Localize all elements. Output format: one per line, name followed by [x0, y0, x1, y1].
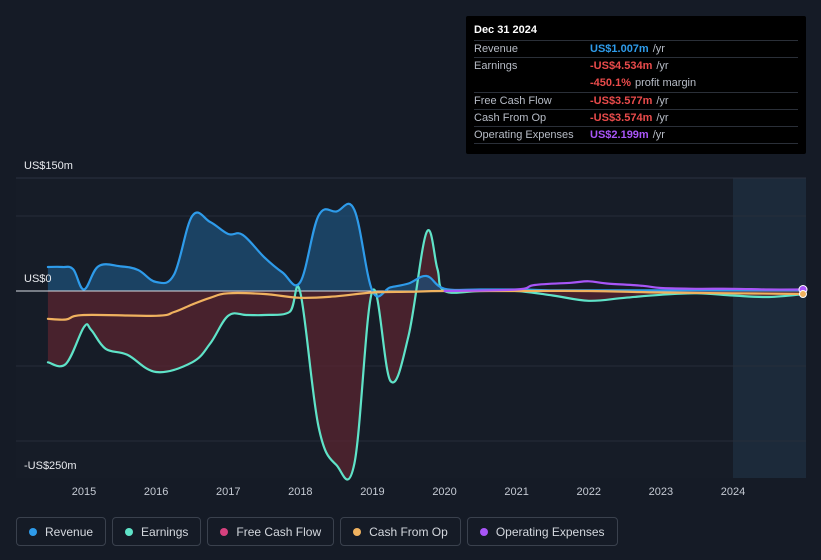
legend-item-free-cash-flow[interactable]: Free Cash Flow: [207, 517, 335, 546]
tooltip-label: Cash From Op: [474, 111, 547, 124]
tooltip-label: [474, 75, 590, 91]
x-tick-label: 2017: [216, 486, 240, 498]
x-tick-label: 2024: [721, 486, 745, 498]
y-axis-bottom-label: -US$250m: [24, 460, 77, 472]
tooltip-label: Free Cash Flow: [474, 94, 552, 107]
tooltip-row-earnings: Earnings -US$4.534m /yr: [474, 58, 798, 75]
tooltip-row-operating-expenses: Operating Expenses US$2.199m /yr: [474, 127, 798, 145]
tooltip-value: -US$3.574m: [590, 111, 653, 124]
tooltip-date: Dec 31 2024: [474, 24, 798, 41]
legend-label: Free Cash Flow: [236, 524, 322, 539]
cash-from-op-dot-icon: [353, 527, 362, 536]
tooltip-unit: profit margin: [634, 77, 697, 90]
legend-item-earnings[interactable]: Earnings: [112, 517, 202, 546]
x-tick-label: 2021: [504, 486, 528, 498]
tooltip-value: US$1.007m: [590, 43, 649, 55]
tooltip-value: US$2.199m: [590, 128, 649, 141]
legend-label: Earnings: [141, 524, 189, 539]
legend-item-cash-from-op[interactable]: Cash From Op: [340, 517, 461, 546]
legend: Revenue Earnings Free Cash Flow Cash Fro…: [16, 517, 618, 546]
free-cash-flow-dot-icon: [220, 527, 229, 536]
tooltip-panel: Dec 31 2024 Revenue US$1.007m /yr Earnin…: [466, 16, 806, 154]
cash-from-op-end-marker: [799, 290, 807, 298]
tooltip-label: Revenue: [474, 43, 519, 55]
tooltip-row-free-cash-flow: Free Cash Flow -US$3.577m /yr: [474, 93, 798, 110]
tooltip-value: -450.1%: [590, 77, 631, 90]
y-axis-top-label: US$150m: [24, 160, 73, 172]
operating-expenses-line: [443, 280, 807, 293]
tooltip-unit: /yr: [656, 60, 669, 73]
tooltip-label: Operating Expenses: [474, 128, 574, 141]
x-tick-label: 2015: [72, 486, 96, 498]
legend-item-operating-expenses[interactable]: Operating Expenses: [466, 517, 618, 546]
x-tick-label: 2022: [577, 486, 601, 498]
tooltip-row-revenue: Revenue US$1.007m /yr: [474, 41, 798, 59]
tooltip-label: Earnings: [474, 60, 518, 73]
tooltip-unit: /yr: [656, 111, 669, 124]
tooltip-row-cash-from-op: Cash From Op -US$3.574m /yr: [474, 110, 798, 127]
tooltip-row-profit-margin: -450.1% profit margin: [474, 75, 798, 93]
x-tick-label: 2023: [649, 486, 673, 498]
y-axis-zero-label: US$0: [24, 273, 52, 285]
x-tick-label: 2016: [144, 486, 168, 498]
tooltip-value: -US$3.577m: [590, 94, 653, 107]
cash-from-op-line: [46, 289, 807, 321]
legend-label: Operating Expenses: [495, 524, 605, 539]
legend-item-revenue[interactable]: Revenue: [16, 517, 107, 546]
tooltip-unit: /yr: [652, 43, 665, 55]
forecast-region: [733, 178, 806, 478]
earnings-dot-icon: [125, 527, 134, 536]
x-tick-label: 2018: [288, 486, 312, 498]
revenue-area: [47, 203, 806, 297]
tooltip-unit: /yr: [656, 94, 669, 107]
x-tick-label: 2020: [432, 486, 456, 498]
tooltip-value: -US$4.534m: [590, 60, 653, 73]
earnings-line: [46, 229, 807, 481]
revenue-dot-icon: [29, 527, 37, 536]
tooltip-unit: /yr: [652, 128, 665, 141]
legend-label: Revenue: [45, 524, 94, 539]
legend-label: Cash From Op: [369, 524, 448, 539]
x-tick-label: 2019: [360, 486, 384, 498]
operating-expenses-dot-icon: [479, 527, 488, 536]
